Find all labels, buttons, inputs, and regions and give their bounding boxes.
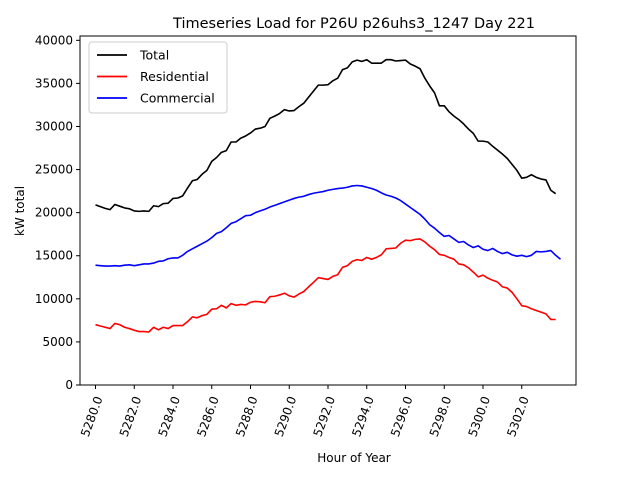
legend-box <box>88 41 228 114</box>
x-tick-label: 5300.0 <box>466 394 494 438</box>
series-line-residential <box>95 238 556 333</box>
x-tick-label: 5280.0 <box>78 394 106 438</box>
x-tick-label: 5296.0 <box>388 394 416 438</box>
series-layer <box>95 58 562 333</box>
x-tick-label: 5302.0 <box>504 394 532 438</box>
y-tick-label: 5000 <box>42 335 73 349</box>
x-tick-label: 5286.0 <box>194 394 222 438</box>
x-tick-label: 5290.0 <box>272 394 300 438</box>
y-tick-label: 10000 <box>35 292 73 306</box>
legend: Total Residential Commercial <box>88 41 228 114</box>
x-tick-label: 5288.0 <box>233 394 261 438</box>
legend-label-commercial: Commercial <box>140 91 215 106</box>
x-axis-label: Hour of Year <box>317 451 391 465</box>
y-axis-label: kW total <box>13 186 27 236</box>
y-tick-label: 40000 <box>35 33 73 47</box>
y-tick-label: 0 <box>65 378 73 392</box>
y-tick-label: 15000 <box>35 249 73 263</box>
series-line-commercial <box>95 184 562 267</box>
y-tick-label: 30000 <box>35 119 73 133</box>
x-tick-label: 5294.0 <box>349 394 377 438</box>
y-tick-label: 25000 <box>35 163 73 177</box>
x-tick-label: 5292.0 <box>311 394 339 438</box>
legend-label-total: Total <box>139 48 169 63</box>
x-tick-label: 5284.0 <box>156 394 184 438</box>
y-axis: 0 5000 10000 15000 20000 25000 30000 35000 40000 <box>35 33 80 392</box>
chart-title: Timeseries Load for P26U p26uhs3_1247 Da… <box>172 16 535 32</box>
x-tick-label: 5282.0 <box>117 394 145 438</box>
legend-label-residential: Residential <box>140 69 209 84</box>
x-axis: 5280.0 5282.0 5284.0 5286.0 5288.0 5290.0 5292… <box>78 385 532 439</box>
series-line-total <box>95 58 557 213</box>
y-tick-label: 35000 <box>35 76 73 90</box>
y-tick-label: 20000 <box>35 206 73 220</box>
x-tick-label: 5298.0 <box>427 394 455 438</box>
